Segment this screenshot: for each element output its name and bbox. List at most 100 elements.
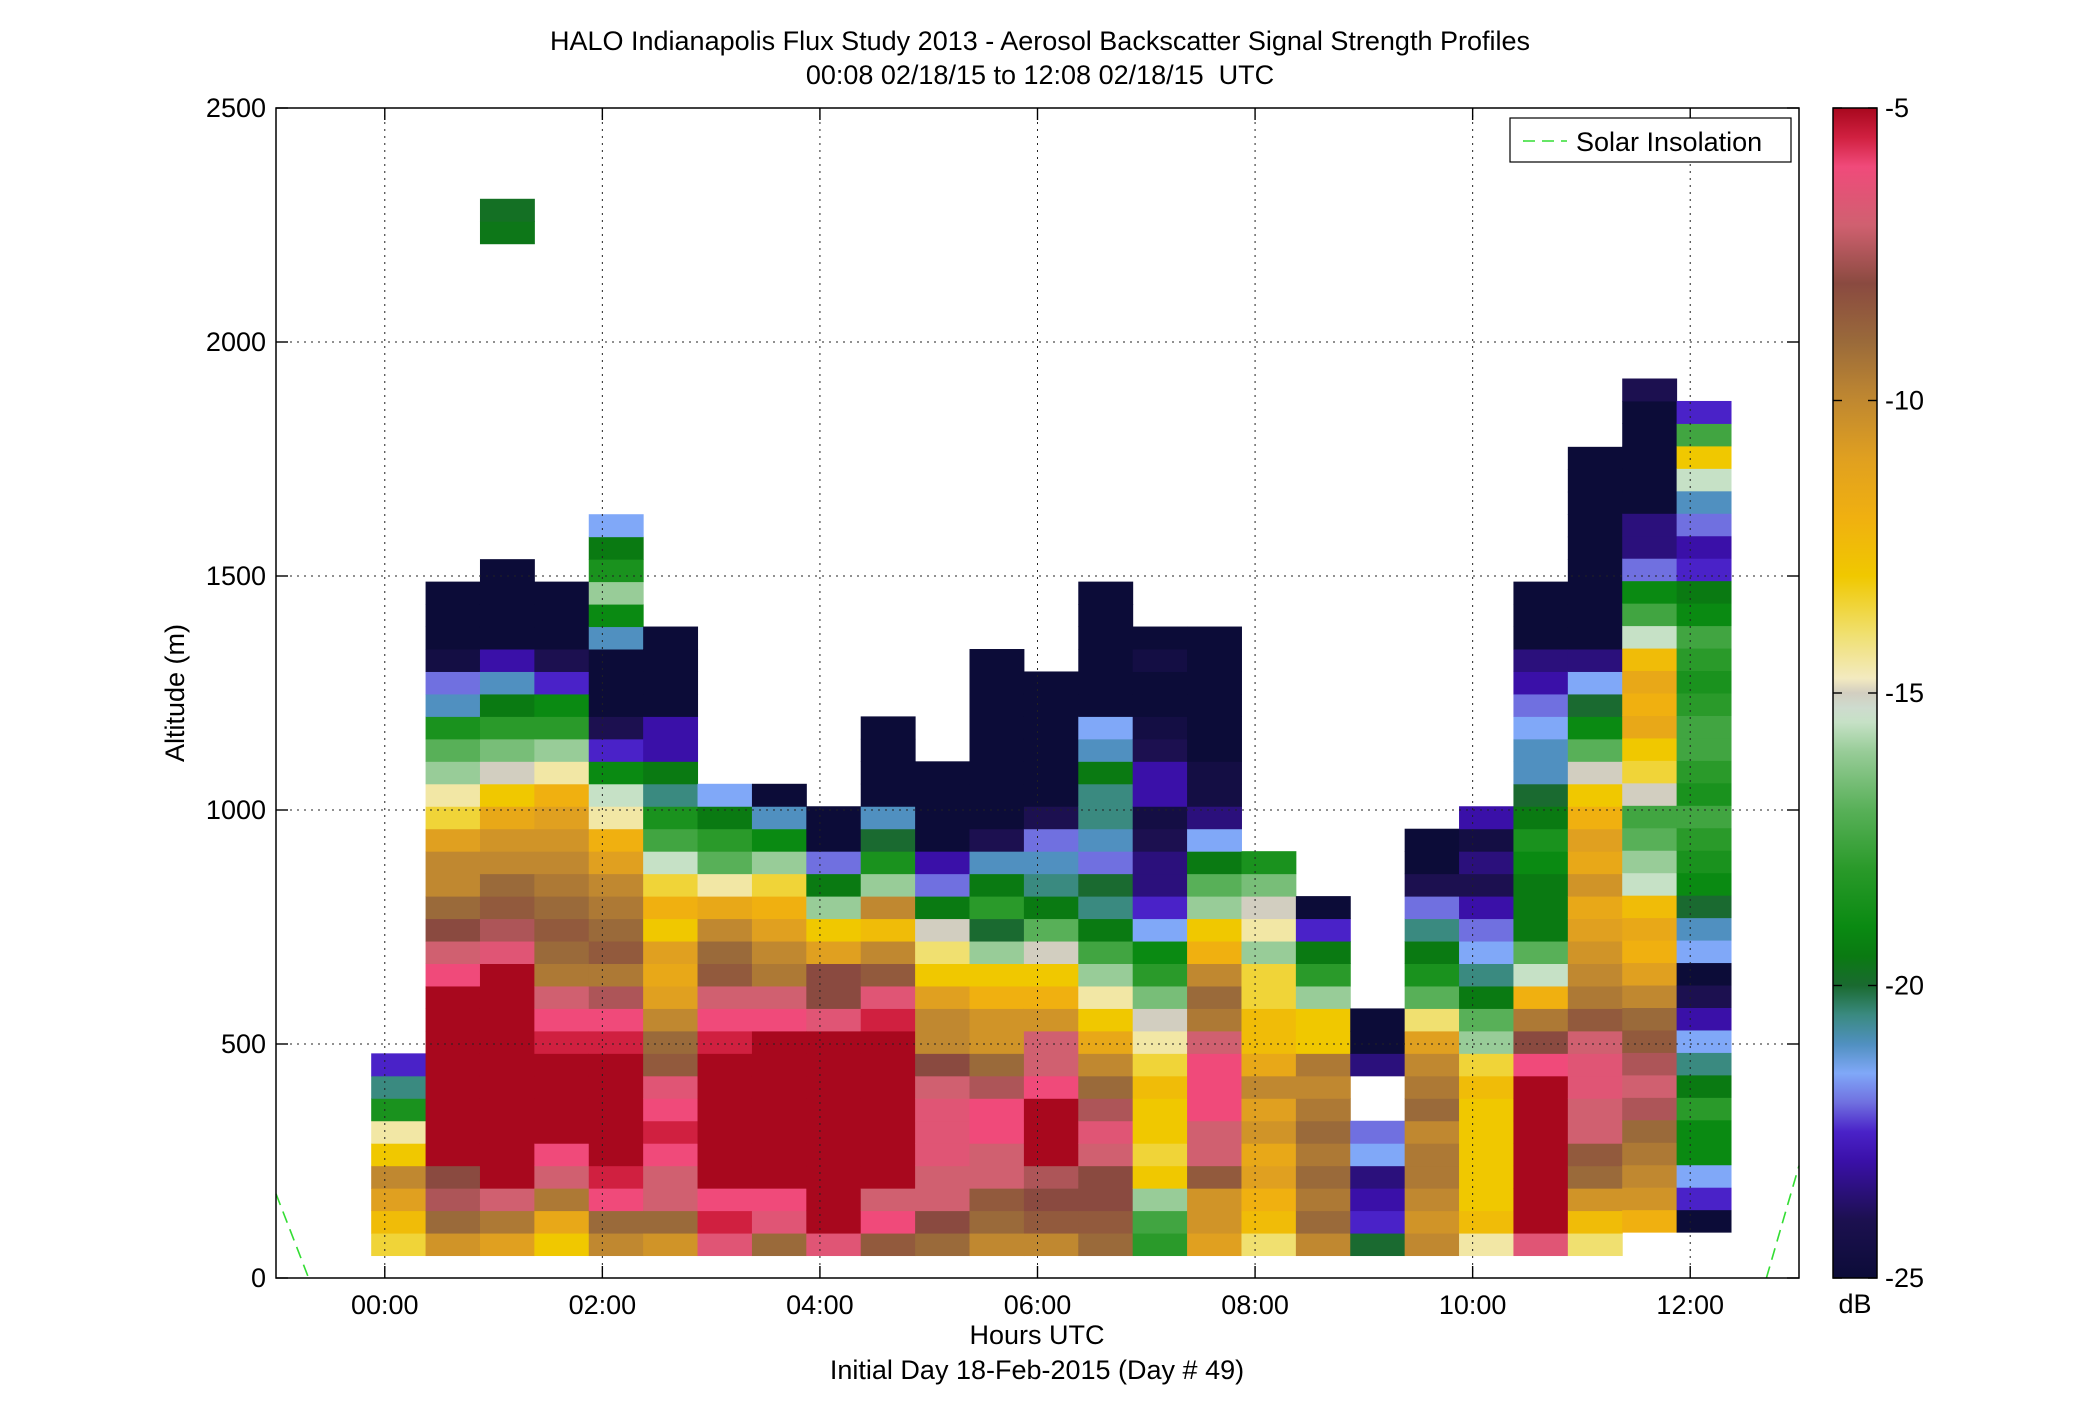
heatmap-cell [751,1165,807,1189]
heatmap-cell [1187,873,1242,897]
heatmap-cell [1078,963,1134,987]
heatmap-cell [1132,963,1188,987]
heatmap-cell [1622,1119,1678,1143]
heatmap-cell [1567,806,1623,830]
heatmap-cell [969,761,1025,785]
heatmap-cell [1567,851,1623,875]
heatmap-cell [1567,1008,1623,1032]
heatmap-cell [643,649,699,672]
grid-lines [276,108,1799,1278]
heatmap-cell [1078,1098,1134,1122]
colorbar-tick-label: -10 [1885,386,1924,416]
heatmap-cell [479,1053,535,1077]
heatmap-cell [1513,1008,1569,1032]
heatmap-cell [1676,513,1732,537]
heatmap-cell [1676,782,1732,806]
heatmap-cell [1023,896,1079,920]
heatmap-cell [860,985,916,1009]
heatmap-cell [534,716,590,740]
heatmap-cell [479,221,535,245]
heatmap-cell [1513,1188,1569,1212]
heatmap-cell [1622,872,1678,896]
heatmap-cell [643,716,699,740]
heatmap-cell [1295,963,1351,987]
heatmap-cell [1676,693,1732,716]
heatmap-cell [860,1165,916,1189]
heatmap-cell [1459,1008,1514,1032]
heatmap-cell [1350,1165,1406,1189]
heatmap-cell [1295,1098,1351,1122]
heatmap-cell [1295,896,1351,920]
heatmap-cell [588,671,644,695]
heatmap-cell [1350,1143,1406,1167]
heatmap-cell [534,693,590,717]
heatmap-cell [860,963,916,987]
heatmap-cell [1078,783,1134,807]
heatmap-cell [1241,963,1297,987]
heatmap-cell [1295,1008,1351,1032]
solar-insolation-line [1765,1165,1800,1279]
heatmap-cell [860,761,916,785]
heatmap-cell [969,828,1025,852]
heatmap-cell [1404,1165,1460,1189]
heatmap-cell [697,1188,753,1212]
heatmap-cell [1459,851,1514,875]
heatmap-cell [425,1053,481,1077]
heatmap-cell [1567,1075,1623,1099]
heatmap-cell [1078,1008,1134,1032]
heatmap-cell [588,1143,644,1167]
heatmap-cell [479,1188,535,1212]
heatmap-cell [425,941,481,964]
heatmap-cell [1567,985,1623,1009]
heatmap-cell [1241,941,1297,964]
heatmap-cell [1567,1233,1623,1257]
heatmap-cell [425,985,481,1009]
heatmap-cell [1132,1098,1188,1122]
x-axis-sublabel: Initial Day 18-Feb-2015 (Day # 49) [830,1355,1244,1385]
heatmap-cell [751,873,807,897]
heatmap-cell [534,1053,590,1077]
heatmap-cell [588,649,644,672]
heatmap-cell [534,626,590,650]
heatmap-cell [479,671,535,695]
heatmap-cell [1404,1210,1460,1234]
heatmap-cell [915,1075,971,1099]
heatmap-cell [969,1075,1025,1099]
heatmap-cell [588,716,644,740]
heatmap-cell [1132,693,1188,717]
heatmap-cell [1676,1142,1732,1166]
heatmap-cell [697,828,753,852]
heatmap-cell [1459,1053,1514,1077]
heatmap-cell [425,918,481,942]
heatmap-cell [1078,1120,1134,1144]
heatmap-cell [1459,1188,1514,1212]
heatmap-cell [425,1143,481,1167]
heatmap-cell [751,1030,807,1054]
heatmap-cell [479,783,535,807]
heatmap-cell [1132,738,1188,762]
heatmap-cell [860,896,916,920]
heatmap-cell [860,738,916,762]
heatmap-cell [915,783,971,807]
heatmap-cell [969,783,1025,807]
heatmap-cell [643,873,699,897]
heatmap-cell [643,851,699,875]
heatmap-cell [479,693,535,717]
heatmap-cell [479,1008,535,1032]
heatmap-cell [425,1075,481,1099]
heatmap-cell [588,1053,644,1077]
heatmap-cell [425,581,481,605]
heatmap-cell [806,1053,862,1077]
heatmap-cell [1513,963,1569,987]
heatmap-cell [643,1165,699,1189]
y-tick-label: 0 [251,1263,266,1293]
heatmap-cell [588,873,644,897]
heatmap-cell [1023,1098,1079,1122]
heatmap-cell [1459,873,1514,897]
heatmap-cell [915,941,971,964]
heatmap-cell [1459,1120,1514,1144]
heatmap-cell [643,626,699,650]
heatmap-cell [1404,985,1460,1009]
heatmap-cell [697,1030,753,1054]
heatmap-cell [1187,941,1242,964]
